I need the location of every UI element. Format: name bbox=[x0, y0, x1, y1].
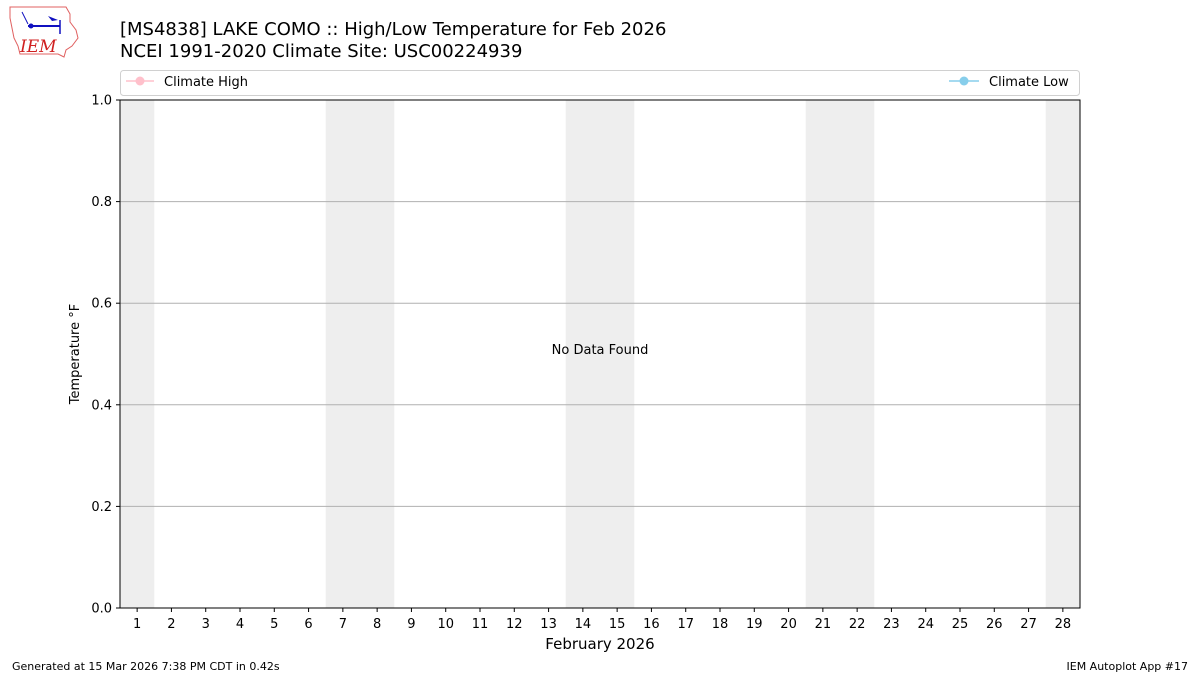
y-tick-label: 0.8 bbox=[91, 195, 112, 210]
legend-low-label: Climate Low bbox=[989, 75, 1069, 90]
x-tick-label: 11 bbox=[472, 617, 489, 632]
y-tick-label: 0.4 bbox=[91, 398, 112, 413]
x-tick-label: 1 bbox=[133, 617, 141, 632]
x-tick-label: 13 bbox=[540, 617, 557, 632]
x-tick-label: 27 bbox=[1020, 617, 1037, 632]
x-tick-label: 23 bbox=[883, 617, 900, 632]
weekend-shade bbox=[805, 100, 875, 608]
legend-high-marker bbox=[135, 76, 145, 86]
x-tick-label: 8 bbox=[373, 617, 381, 632]
x-tick-label: 4 bbox=[236, 617, 244, 632]
x-tick-label: 3 bbox=[202, 617, 210, 632]
footer-app: IEM Autoplot App #17 bbox=[1067, 660, 1189, 673]
x-tick-label: 5 bbox=[270, 617, 278, 632]
x-tick-label: 25 bbox=[952, 617, 969, 632]
x-tick-label: 18 bbox=[712, 617, 729, 632]
chart-title-line1: [MS4838] LAKE COMO :: High/Low Temperatu… bbox=[120, 19, 666, 40]
y-tick-label: 0.0 bbox=[91, 602, 112, 617]
weekend-shade bbox=[325, 100, 395, 608]
x-tick-label: 26 bbox=[986, 617, 1003, 632]
svg-text:IEM: IEM bbox=[19, 37, 57, 57]
no-data-annotation: No Data Found bbox=[552, 343, 649, 358]
x-tick-label: 9 bbox=[407, 617, 415, 632]
x-tick-label: 15 bbox=[609, 617, 626, 632]
x-tick-label: 6 bbox=[304, 617, 312, 632]
y-tick-label: 0.6 bbox=[91, 297, 112, 312]
legend: Climate High Climate Low bbox=[120, 70, 1080, 96]
x-tick-label: 10 bbox=[437, 617, 454, 632]
x-tick-label: 7 bbox=[339, 617, 347, 632]
x-tick-label: 12 bbox=[506, 617, 523, 632]
x-tick-label: 16 bbox=[643, 617, 660, 632]
x-tick-label: 21 bbox=[815, 617, 832, 632]
iem-logo: IEM bbox=[9, 6, 79, 58]
x-tick-label: 28 bbox=[1055, 617, 1072, 632]
plot-frame bbox=[119, 99, 1081, 609]
x-tick-label: 14 bbox=[575, 617, 592, 632]
weekend-shade bbox=[565, 100, 635, 608]
weekend-shade bbox=[1045, 100, 1080, 608]
chart-title-line2: NCEI 1991-2020 Climate Site: USC00224939 bbox=[120, 41, 522, 62]
legend-low-marker bbox=[959, 76, 969, 86]
weekend-shade bbox=[120, 100, 155, 608]
y-tick-label: 0.2 bbox=[91, 500, 112, 515]
x-tick-label: 24 bbox=[917, 617, 934, 632]
legend-high-label: Climate High bbox=[164, 75, 248, 90]
footer-generated: Generated at 15 Mar 2026 7:38 PM CDT in … bbox=[12, 660, 280, 673]
x-axis-label: February 2026 bbox=[545, 635, 654, 653]
x-tick-label: 22 bbox=[849, 617, 866, 632]
y-axis-label: Temperature °F bbox=[68, 304, 83, 405]
x-tick-label: 17 bbox=[677, 617, 694, 632]
x-tick-label: 2 bbox=[167, 617, 175, 632]
x-tick-label: 20 bbox=[780, 617, 797, 632]
x-tick-label: 19 bbox=[746, 617, 763, 632]
y-tick-label: 1.0 bbox=[91, 94, 112, 109]
